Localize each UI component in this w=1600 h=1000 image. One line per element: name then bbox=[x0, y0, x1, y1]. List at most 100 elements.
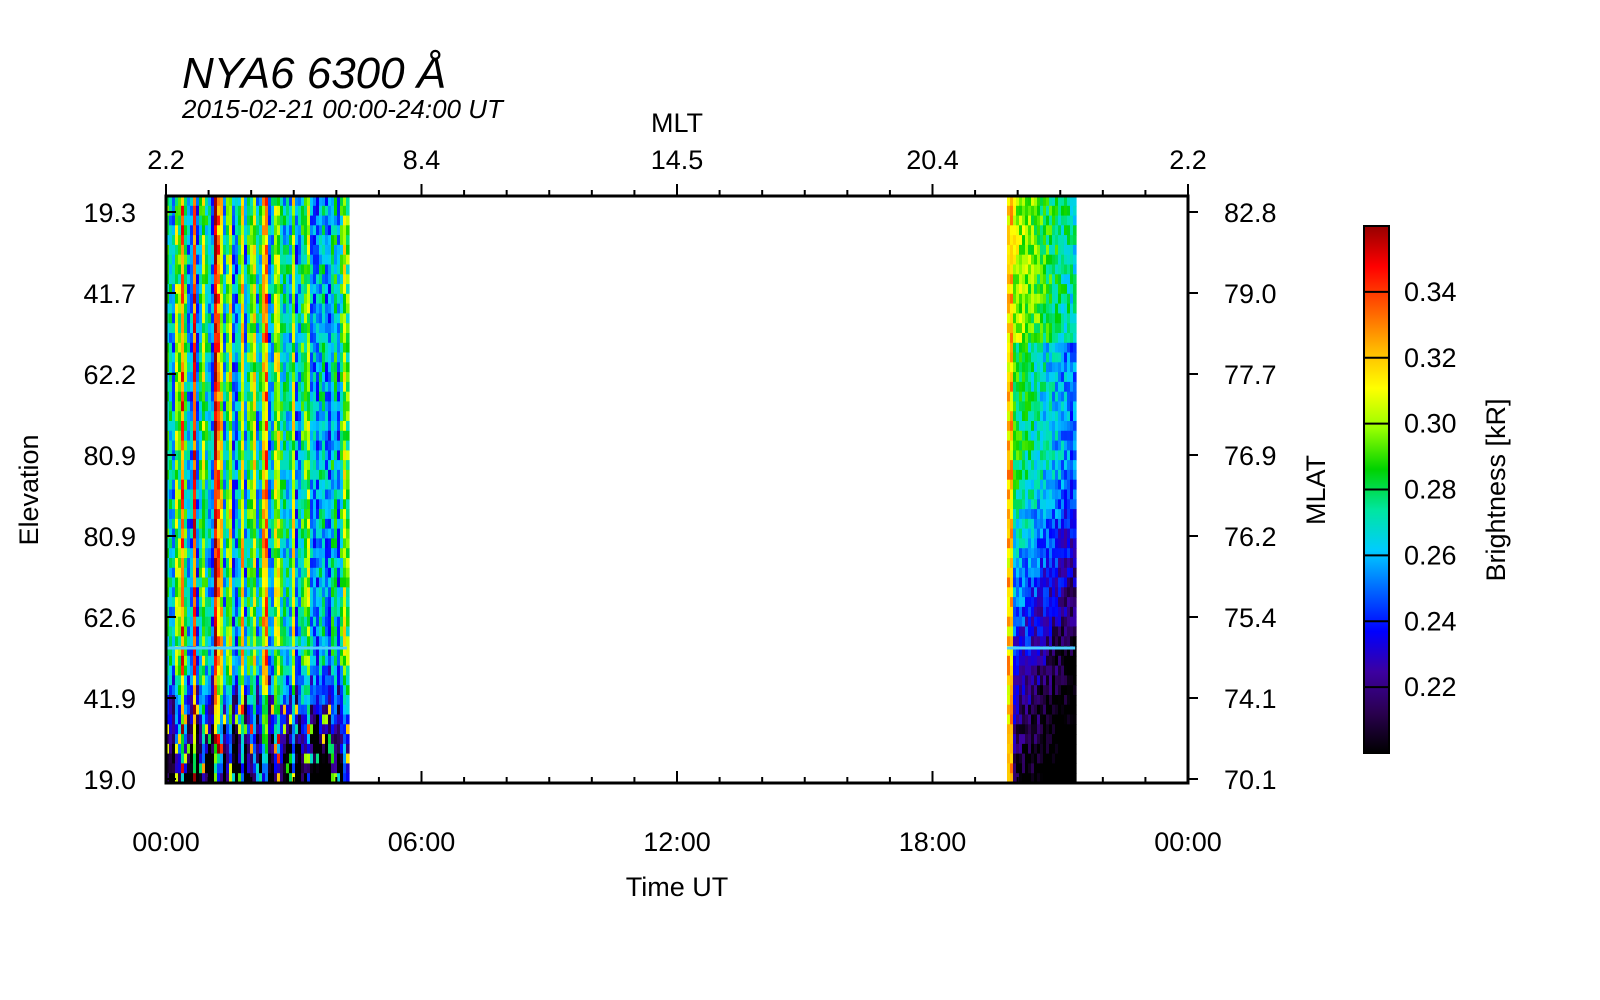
heatmap-cell bbox=[310, 323, 314, 334]
heatmap-cell bbox=[1007, 665, 1011, 676]
heatmap-cell bbox=[244, 597, 248, 608]
heatmap-cell bbox=[343, 763, 347, 774]
heatmap-cell bbox=[334, 606, 338, 618]
heatmap-cell bbox=[178, 734, 182, 745]
heatmap-cell bbox=[340, 450, 344, 461]
heatmap-cell bbox=[1070, 695, 1074, 706]
heatmap-cell bbox=[184, 587, 188, 598]
heatmap-cell bbox=[1016, 665, 1020, 676]
heatmap-cell bbox=[268, 254, 272, 266]
heatmap-cell bbox=[1022, 460, 1026, 471]
heatmap-cell bbox=[1034, 342, 1038, 354]
heatmap-cell bbox=[256, 293, 260, 305]
heatmap-cell bbox=[220, 567, 224, 579]
heatmap-cell bbox=[310, 411, 314, 422]
heatmap-cell bbox=[301, 509, 305, 520]
heatmap-cell bbox=[271, 469, 275, 481]
heatmap-cell bbox=[181, 763, 185, 774]
heatmap-cell bbox=[214, 567, 218, 579]
heatmap-cell bbox=[205, 538, 209, 549]
heatmap-cell bbox=[322, 205, 326, 217]
heatmap-cell bbox=[232, 362, 236, 373]
heatmap-cell bbox=[253, 548, 257, 559]
heatmap-cell bbox=[316, 362, 320, 373]
heatmap-cell bbox=[331, 499, 335, 510]
heatmap-cell bbox=[337, 293, 341, 305]
heatmap-cell bbox=[238, 323, 242, 334]
heatmap-cell bbox=[271, 489, 275, 500]
heatmap-cell bbox=[1067, 323, 1071, 334]
heatmap-cell bbox=[259, 616, 263, 628]
heatmap-cell bbox=[214, 333, 218, 344]
heatmap-cell bbox=[1007, 342, 1011, 354]
heatmap-cell bbox=[346, 528, 350, 539]
heatmap-cell bbox=[1043, 763, 1047, 774]
heatmap-cell bbox=[166, 753, 170, 764]
heatmap-cell bbox=[1055, 558, 1059, 569]
heatmap-cell bbox=[247, 518, 251, 530]
heatmap-cell bbox=[1070, 685, 1074, 696]
heatmap-cell bbox=[202, 695, 206, 706]
heatmap-cell bbox=[322, 616, 326, 628]
heatmap-cell bbox=[232, 411, 236, 422]
heatmap-cell bbox=[187, 753, 191, 764]
heatmap-cell bbox=[1070, 665, 1074, 676]
heatmap-cell bbox=[211, 548, 215, 559]
heatmap-cell bbox=[190, 440, 194, 451]
heatmap-cell bbox=[199, 196, 203, 207]
heatmap-cell bbox=[226, 342, 230, 354]
heatmap-cell bbox=[331, 587, 335, 598]
heatmap-cell bbox=[184, 440, 188, 451]
heatmap-cell bbox=[1067, 430, 1071, 442]
heatmap-cell bbox=[181, 421, 185, 432]
heatmap-cell bbox=[169, 313, 173, 324]
heatmap-cell bbox=[280, 244, 284, 256]
heatmap-cell bbox=[223, 274, 227, 285]
heatmap-cell bbox=[286, 499, 290, 510]
heatmap-cell bbox=[1022, 763, 1026, 774]
heatmap-cell bbox=[208, 616, 212, 628]
heatmap-cell bbox=[202, 313, 206, 324]
heatmap-cell bbox=[346, 695, 350, 706]
heatmap-cell bbox=[340, 274, 344, 285]
heatmap-cell bbox=[169, 235, 173, 246]
heatmap-cell bbox=[226, 714, 230, 725]
heatmap-cell bbox=[175, 577, 179, 588]
heatmap-cell bbox=[268, 421, 272, 432]
heatmap-cell bbox=[1064, 714, 1068, 725]
heatmap-cell bbox=[1037, 401, 1041, 412]
heatmap-cell bbox=[1070, 587, 1074, 598]
heatmap-cell bbox=[229, 323, 233, 334]
heatmap-cell bbox=[223, 342, 227, 354]
heatmap-cell bbox=[1034, 469, 1038, 481]
heatmap-cell bbox=[217, 460, 221, 471]
heatmap-cell bbox=[307, 509, 311, 520]
heatmap-cell bbox=[1055, 440, 1059, 451]
heatmap-cell bbox=[250, 489, 254, 500]
heatmap-cell bbox=[328, 577, 332, 588]
heatmap-cell bbox=[232, 342, 236, 354]
heatmap-cell bbox=[304, 655, 308, 667]
heatmap-cell bbox=[1028, 421, 1032, 432]
heatmap-cell bbox=[202, 773, 206, 784]
heatmap-cell bbox=[226, 440, 230, 451]
heatmap-cell bbox=[199, 734, 203, 745]
heatmap-cell bbox=[166, 714, 170, 725]
heatmap-cell bbox=[226, 646, 230, 657]
heatmap-cell bbox=[277, 538, 281, 549]
heatmap-cell bbox=[304, 773, 308, 784]
heatmap-cell bbox=[250, 499, 254, 510]
heatmap-cell bbox=[226, 577, 230, 588]
heatmap-cell bbox=[271, 734, 275, 745]
heatmap-cell bbox=[214, 665, 218, 676]
heatmap-cell bbox=[268, 430, 272, 442]
heatmap-cell bbox=[280, 372, 284, 383]
heatmap-cell bbox=[253, 685, 257, 696]
heatmap-cell bbox=[322, 460, 326, 471]
heatmap-cell bbox=[1034, 391, 1038, 403]
heatmap-cell bbox=[316, 469, 320, 481]
heatmap-cell bbox=[1046, 734, 1050, 745]
heatmap-cell bbox=[1034, 196, 1038, 207]
heatmap-cell bbox=[286, 685, 290, 696]
heatmap-cell bbox=[346, 479, 350, 491]
